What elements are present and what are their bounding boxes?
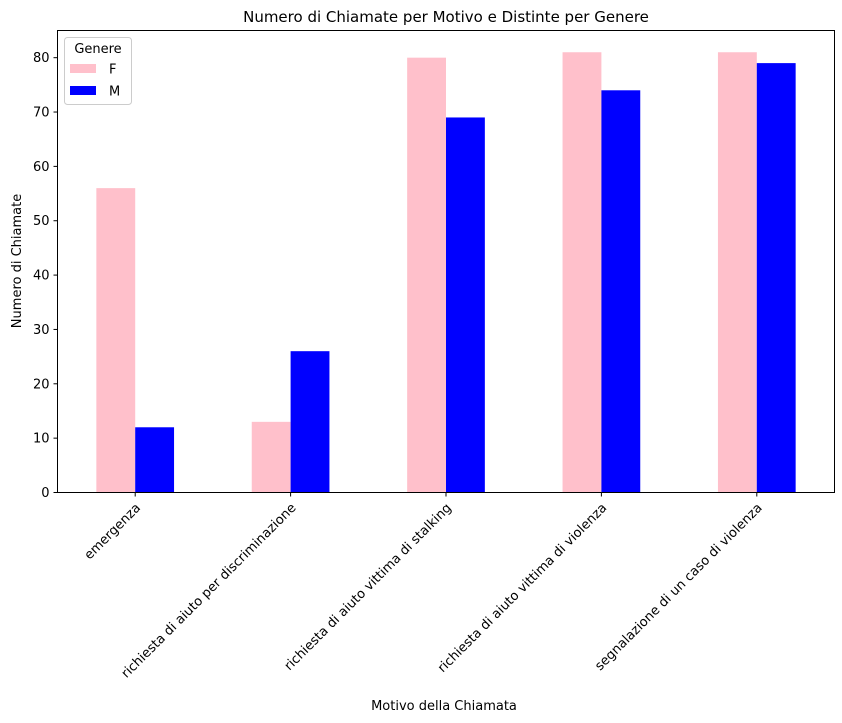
bar-f-1 xyxy=(251,421,291,493)
y-tick-label: 70 xyxy=(33,106,50,121)
x-tick-label-3: richiesta di aiuto vittima di violenza xyxy=(435,501,610,676)
bars-layer xyxy=(96,52,796,493)
plot-frame xyxy=(57,30,835,493)
y-tick-label: 80 xyxy=(33,51,50,66)
bar-m-1 xyxy=(290,351,330,493)
x-axis-label: Motivo della Chiamata xyxy=(371,699,517,714)
y-tick-label: 20 xyxy=(33,377,50,392)
chart-title: Numero di Chiamate per Motivo e Distinte… xyxy=(243,8,649,26)
x-tick-label-1: richiesta di aiuto per discriminazione xyxy=(119,501,300,682)
x-tick-label-0: emergenza xyxy=(82,501,144,563)
bar-m-2 xyxy=(446,117,485,493)
bar-m-3 xyxy=(601,90,641,493)
legend-swatch-f xyxy=(70,64,96,73)
legend-items: FM xyxy=(70,63,120,100)
legend-label-m: M xyxy=(109,85,120,100)
x-tick-label-4: segnalazione di un caso di violenza xyxy=(592,501,765,674)
legend-label-f: F xyxy=(109,63,116,78)
legend-title: Genere xyxy=(74,42,121,57)
y-tick-label: 50 xyxy=(33,214,50,229)
y-tick-label: 30 xyxy=(33,323,50,338)
bar-f-3 xyxy=(562,52,602,493)
y-tick-label: 0 xyxy=(41,486,49,501)
y-tick-label: 40 xyxy=(33,269,50,284)
legend-swatch-m xyxy=(70,86,96,95)
y-tick-label: 60 xyxy=(33,160,50,175)
bar-f-4 xyxy=(717,52,757,493)
bar-m-0 xyxy=(135,427,175,493)
bar-f-2 xyxy=(407,57,446,493)
bar-f-0 xyxy=(96,188,136,493)
y-axis-label: Numero di Chiamate xyxy=(10,194,25,328)
x-tick-label-2: richiesta di aiuto vittima di stalking xyxy=(282,501,455,674)
y-axis: 0 10 20 30 40 50 60 70 80 xyxy=(33,51,58,501)
y-tick-label: 10 xyxy=(33,432,50,447)
bar-m-4 xyxy=(756,63,796,493)
legend: Genere FM xyxy=(64,37,132,105)
